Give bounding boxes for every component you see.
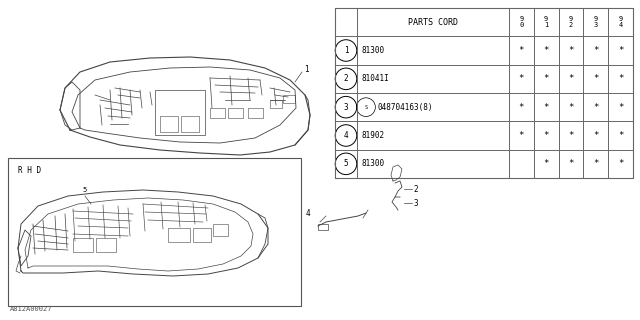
Text: 9
2: 9 2 [569,16,573,28]
Bar [270,100,282,108]
Text: *: * [543,131,549,140]
Bar [73,238,93,252]
Text: *: * [568,46,573,55]
Text: 1: 1 [304,66,308,75]
Text: 5: 5 [83,187,87,193]
Bar [155,90,205,135]
Bar [213,224,228,236]
Bar [160,116,178,132]
Text: 2: 2 [413,185,418,194]
Text: 81902: 81902 [361,131,384,140]
Text: 9
3: 9 3 [594,16,598,28]
Text: *: * [593,131,598,140]
Text: *: * [543,103,549,112]
Bar [193,228,211,242]
Text: *: * [518,131,524,140]
Text: *: * [618,159,623,168]
Bar [168,228,190,242]
Text: 3: 3 [344,103,348,112]
Bar [228,108,243,118]
Text: 3: 3 [413,198,418,207]
Text: R H D: R H D [18,166,41,175]
Text: 4: 4 [344,131,348,140]
Text: *: * [618,103,623,112]
Text: PARTS CORD: PARTS CORD [408,18,458,27]
Text: *: * [518,74,524,83]
Text: A812A00027: A812A00027 [10,306,52,312]
Text: *: * [593,74,598,83]
Text: 81300: 81300 [361,159,384,168]
Text: *: * [593,46,598,55]
Bar [248,108,263,118]
Text: 9
4: 9 4 [618,16,623,28]
Text: *: * [618,74,623,83]
Text: *: * [518,103,524,112]
Bar [96,238,116,252]
Text: 4: 4 [305,210,310,219]
Bar [210,108,225,118]
Bar [335,8,633,178]
Bar [283,95,295,103]
Text: 81041I: 81041I [361,74,388,83]
Text: *: * [543,159,549,168]
Bar [181,116,199,132]
Bar [8,158,301,306]
Text: *: * [568,74,573,83]
Text: 9
1: 9 1 [544,16,548,28]
Text: 9
0: 9 0 [519,16,524,28]
Text: 1: 1 [344,46,348,55]
Text: *: * [593,103,598,112]
Text: *: * [568,131,573,140]
Text: *: * [543,74,549,83]
Text: *: * [618,131,623,140]
Text: *: * [593,159,598,168]
Text: 2: 2 [344,74,348,83]
Bar [318,224,328,230]
Text: *: * [618,46,623,55]
Text: 5: 5 [344,159,348,168]
Text: *: * [518,46,524,55]
Text: S: S [364,105,367,110]
Text: *: * [568,159,573,168]
Text: *: * [543,46,549,55]
Text: 81300: 81300 [361,46,384,55]
Text: 048704163(8): 048704163(8) [378,103,433,112]
Text: *: * [568,103,573,112]
